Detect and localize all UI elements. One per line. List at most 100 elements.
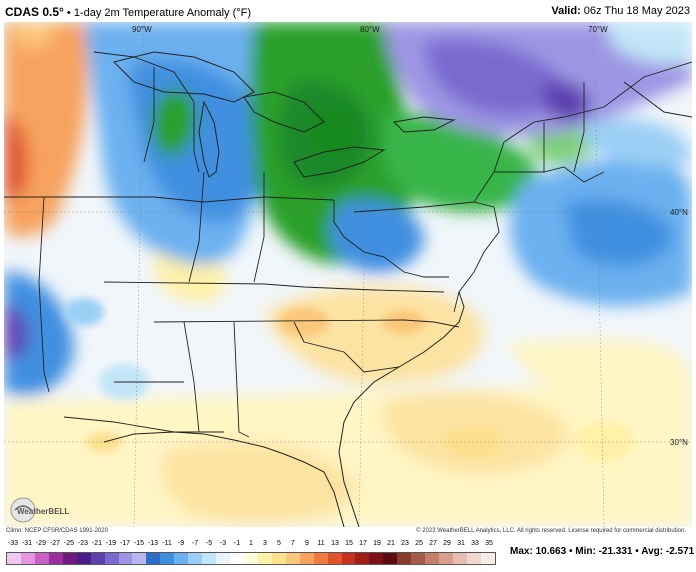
color-scale-label: -7 (191, 540, 199, 547)
color-scale-label: -25 (63, 540, 75, 547)
title-separator: • (66, 7, 71, 19)
color-scale-label: -15 (133, 540, 145, 547)
color-swatch (160, 553, 175, 564)
max-value: 10.663 (535, 546, 567, 557)
color-swatch (7, 553, 21, 564)
logo-text: WeatherBELL (17, 507, 69, 516)
color-scale-swatches (6, 552, 496, 565)
weatherbell-logo: WeatherBELL (10, 497, 69, 523)
color-swatch (369, 553, 384, 564)
color-scale-label: -27 (49, 540, 61, 547)
color-scale-label: 11 (317, 540, 325, 547)
color-scale-label: -17 (119, 540, 131, 547)
color-scale-label: 13 (331, 540, 339, 547)
field-stats: Max: 10.663 • Min: -21.331 • Avg: -2.571 (510, 546, 694, 557)
header-bar: CDAS 0.5° • 1-day 2m Temperature Anomaly… (0, 0, 696, 22)
color-swatch (271, 553, 286, 564)
color-swatch (453, 553, 467, 564)
color-swatch (355, 553, 370, 564)
color-scale-label: -5 (205, 540, 213, 547)
color-scale-label: 3 (263, 540, 267, 547)
color-swatch (48, 553, 63, 564)
color-scale-label: -29 (35, 540, 47, 547)
map-title: CDAS 0.5° • 1-day 2m Temperature Anomaly… (5, 5, 251, 19)
graticule (4, 22, 692, 527)
color-scale-label: 25 (415, 540, 423, 547)
color-swatch (425, 553, 440, 564)
color-swatch (466, 553, 481, 564)
color-scale-label: 23 (401, 540, 409, 547)
color-scale-label: -13 (147, 540, 159, 547)
political-boundaries (4, 51, 692, 438)
color-swatch (202, 553, 217, 564)
color-scale-label: 33 (471, 540, 479, 547)
lat-label-30n: 30°N (670, 438, 688, 447)
color-swatch (480, 553, 495, 564)
color-swatch (76, 553, 91, 564)
max-label: Max: (510, 546, 533, 557)
color-scale-label: -31 (21, 540, 33, 547)
color-swatch (257, 553, 272, 564)
color-swatch (104, 553, 119, 564)
color-scale-label: -33 (7, 540, 19, 547)
color-swatch (90, 553, 105, 564)
color-scale-label: 27 (429, 540, 437, 547)
color-swatch (327, 553, 342, 564)
climo-note: Climo: NCEP CFSR/CDAS 1991-2020 (6, 528, 108, 534)
color-scale: -33 -31 -29 -27 -25 -23 -21 -19 -17 -15 -13 -11 -9 -7… (6, 540, 496, 565)
color-scale-label: 15 (345, 540, 353, 547)
color-swatch (299, 553, 314, 564)
color-scale-label: 17 (359, 540, 367, 547)
model-name: CDAS 0.5° (5, 5, 64, 19)
lat-label-40n: 40°N (670, 208, 688, 217)
color-swatch (341, 553, 356, 564)
coastline (103, 81, 692, 527)
stats-sep-1: • (568, 546, 573, 557)
color-swatch (411, 553, 426, 564)
color-swatch (397, 553, 412, 564)
color-scale-label: 21 (387, 540, 395, 547)
color-scale-label: -3 (219, 540, 227, 547)
color-swatch (34, 553, 49, 564)
color-scale-label: 19 (373, 540, 381, 547)
product-name: 1-day 2m Temperature Anomaly (°F) (73, 7, 252, 19)
color-swatch (285, 553, 300, 564)
color-scale-label: -9 (177, 540, 185, 547)
color-scale-label: -23 (77, 540, 89, 547)
map-canvas: 90°W 80°W 70°W 40°N 30°N (4, 22, 692, 527)
logo-circle-icon (10, 497, 36, 523)
color-scale-label: 1 (249, 540, 253, 547)
color-swatch (313, 553, 328, 564)
color-swatch (216, 553, 230, 564)
color-scale-label: 35 (485, 540, 493, 547)
color-swatch (118, 553, 133, 564)
anomaly-map: 90°W 80°W 70°W 40°N 30°N (4, 22, 692, 527)
color-scale-label: 29 (443, 540, 451, 547)
color-swatch (188, 553, 203, 564)
lon-label-80w: 80°W (360, 25, 380, 34)
color-scale-labels: -33 -31 -29 -27 -25 -23 -21 -19 -17 -15 -13 -11 -9 -7… (6, 540, 496, 550)
valid-time: Valid: 06z Thu 18 May 2023 (551, 5, 690, 17)
avg-value: -2.571 (665, 546, 695, 557)
color-scale-label: 9 (305, 540, 309, 547)
color-scale-label: -19 (105, 540, 117, 547)
color-swatch (132, 553, 147, 564)
color-scale-label: 31 (457, 540, 465, 547)
color-swatch (439, 553, 453, 564)
color-swatch (20, 553, 35, 564)
color-scale-label: 5 (277, 540, 281, 547)
valid-time-value: 06z Thu 18 May 2023 (583, 5, 690, 17)
color-scale-label: -1 (233, 540, 241, 547)
color-swatch (243, 553, 258, 564)
valid-label: Valid: (551, 5, 581, 17)
color-swatch (174, 553, 189, 564)
color-swatch (383, 553, 398, 564)
great-lakes (113, 51, 456, 178)
color-swatch (146, 553, 161, 564)
color-scale-label: -11 (162, 540, 172, 547)
lon-label-90w: 90°W (132, 25, 152, 34)
color-swatch (62, 553, 77, 564)
color-scale-label: -21 (91, 540, 103, 547)
lon-label-70w: 70°W (588, 25, 608, 34)
avg-label: Avg: (641, 546, 664, 557)
